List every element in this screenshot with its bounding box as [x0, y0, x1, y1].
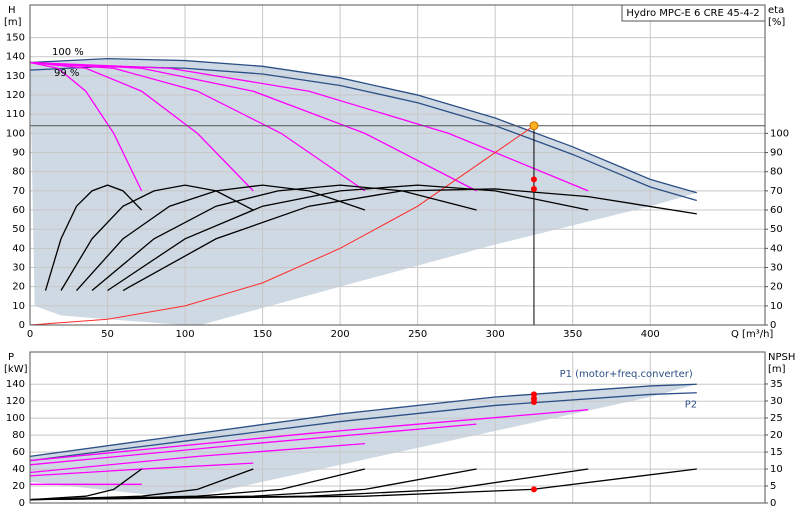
x-tick-label: 300 [486, 329, 505, 340]
y2-axis-label: eta [768, 5, 784, 16]
curve-annotation: 99 % [54, 68, 79, 79]
x-tick-label: 400 [641, 329, 660, 340]
y-axis-unit: [m] [4, 17, 22, 28]
curve [29, 58, 697, 194]
curve [76, 184, 366, 291]
x-tick-label: 0 [27, 329, 33, 340]
series-label: P2 [685, 400, 697, 411]
y2-tick-label: 30 [770, 396, 783, 407]
curve [29, 468, 697, 501]
y-tick-label: 70 [12, 186, 25, 197]
y2-tick-label: 90 [770, 148, 783, 159]
y-tick-label: 40 [12, 243, 25, 254]
y2-tick-label: 35 [770, 379, 783, 390]
series-label: P1 (motor+freq.converter) [560, 369, 693, 380]
x-tick-label: 100 [176, 329, 195, 340]
y2-axis-unit: [%] [768, 17, 785, 28]
y-tick-label: 120 [6, 396, 25, 407]
duty-power-point [530, 391, 537, 398]
y2-axis-label: NPSH [768, 352, 795, 363]
x-tick-label: 150 [253, 329, 272, 340]
curve [29, 468, 143, 501]
y-tick-label: 60 [12, 205, 25, 216]
curve [29, 61, 254, 192]
curve [29, 409, 589, 462]
y-tick-label: 30 [12, 263, 25, 274]
y-tick-label: 20 [12, 481, 25, 492]
y-tick-label: 60 [12, 447, 25, 458]
y-tick-label: 0 [19, 498, 25, 509]
curve [29, 442, 365, 474]
plot-frame [29, 4, 766, 326]
y-tick-label: 20 [12, 282, 25, 293]
y-tick-label: 80 [12, 167, 25, 178]
y2-tick-label: 0 [770, 320, 776, 331]
y2-tick-label: 10 [770, 464, 783, 475]
y-tick-label: 130 [6, 71, 25, 82]
y2-tick-label: 80 [770, 167, 783, 178]
curve [44, 184, 143, 291]
y2-tick-label: 15 [770, 447, 783, 458]
x-tick-label: 200 [331, 329, 350, 340]
y-tick-label: 40 [12, 464, 25, 475]
curve [29, 383, 697, 457]
y-tick-label: 140 [6, 379, 25, 390]
y-tick-label: 10 [12, 301, 25, 312]
curve-annotation: 100 % [52, 47, 84, 58]
curve [29, 392, 697, 462]
x-tick-label: 350 [563, 329, 582, 340]
y-axis-label: P [8, 352, 14, 363]
y2-axis-unit: [m] [768, 364, 786, 375]
y2-tick-label: 50 [770, 224, 783, 235]
duty-point [529, 121, 539, 131]
chart-title: Hydro MPC-E 6 CRE 45-4-2 [626, 8, 759, 19]
curve [107, 184, 589, 292]
y2-tick-label: 5 [770, 481, 776, 492]
curve [122, 188, 697, 292]
y-axis-unit: [kW] [4, 364, 28, 375]
y2-tick-label: 70 [770, 186, 783, 197]
x-tick-label: 250 [408, 329, 427, 340]
duty-npsh-point [530, 486, 537, 493]
curve [29, 423, 477, 466]
y2-tick-label: 20 [770, 430, 783, 441]
curve [29, 61, 366, 192]
y2-tick-label: 25 [770, 413, 783, 424]
y-tick-label: 140 [6, 52, 25, 63]
curve [29, 61, 477, 192]
y-axis-label: H [8, 5, 16, 16]
curve [29, 125, 535, 326]
y2-tick-label: 30 [770, 263, 783, 274]
y2-tick-label: 0 [770, 498, 776, 509]
y2-tick-label: 10 [770, 301, 783, 312]
y2-tick-label: 40 [770, 243, 783, 254]
y-tick-label: 100 [6, 413, 25, 424]
x-axis-label: Q [m³/h] [731, 329, 773, 340]
y-tick-label: 100 [6, 128, 25, 139]
y-tick-label: 120 [6, 90, 25, 101]
y-tick-label: 90 [12, 148, 25, 159]
y-tick-label: 150 [6, 33, 25, 44]
y2-tick-label: 100 [770, 128, 789, 139]
duty-eta-point [530, 185, 537, 192]
operating-envelope [30, 384, 697, 499]
duty-power-point [530, 399, 537, 406]
y2-tick-label: 20 [770, 282, 783, 293]
y-tick-label: 50 [12, 224, 25, 235]
y-tick-label: 110 [6, 109, 25, 120]
y2-tick-label: 60 [770, 205, 783, 216]
plot-frame [29, 351, 766, 504]
curve [29, 61, 143, 192]
x-tick-label: 50 [101, 329, 114, 340]
y-tick-label: 80 [12, 430, 25, 441]
y-tick-label: 0 [19, 320, 25, 331]
duty-eta-point [530, 176, 537, 183]
